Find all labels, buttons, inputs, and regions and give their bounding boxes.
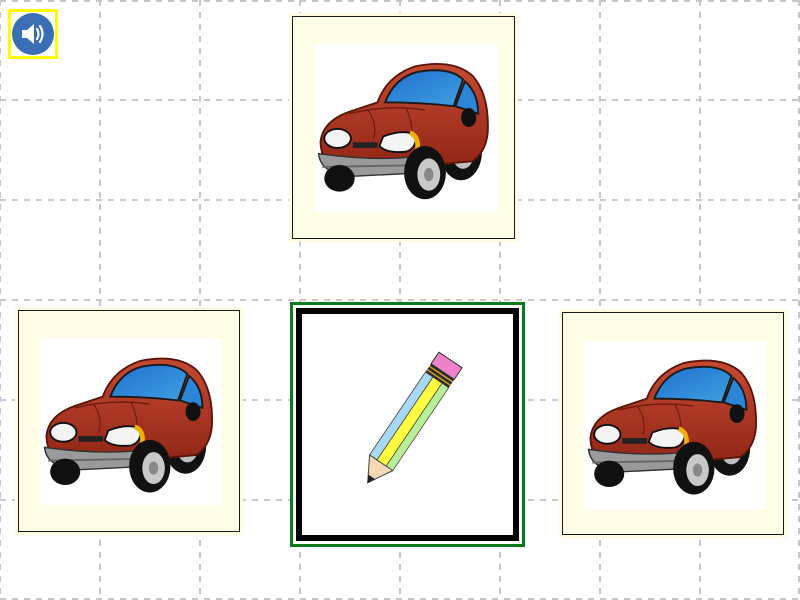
sound-button[interactable] bbox=[8, 9, 58, 59]
pencil-icon bbox=[367, 351, 463, 484]
red-car-icon bbox=[311, 43, 501, 213]
card-center[interactable] bbox=[290, 302, 525, 547]
card-top[interactable] bbox=[292, 16, 515, 239]
red-car-icon bbox=[581, 340, 769, 508]
card-left[interactable] bbox=[18, 310, 240, 532]
speaker-icon bbox=[12, 13, 54, 55]
card-right[interactable] bbox=[562, 312, 784, 535]
red-car-icon bbox=[37, 338, 225, 506]
